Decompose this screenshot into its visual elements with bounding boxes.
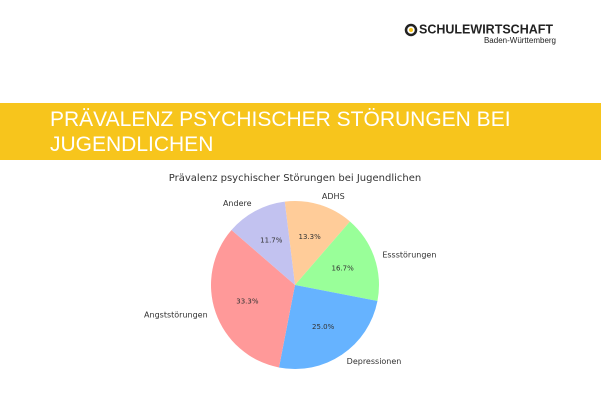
category-label: ADHS [322, 192, 345, 201]
pie-slice [278, 285, 378, 369]
pie-slice [231, 201, 295, 285]
category-label: Angststörungen [144, 311, 208, 320]
logo-name: SCHULEWIRTSCHAFT [419, 22, 553, 36]
title-band [0, 103, 601, 160]
pie-slice [211, 230, 295, 368]
value-label: 11.7% [260, 237, 283, 245]
value-label: 13.3% [299, 233, 322, 241]
logo-icon-dot [409, 28, 413, 32]
category-label: Andere [223, 199, 252, 208]
category-label: Essstörungen [382, 250, 436, 259]
pie-slice [284, 201, 350, 285]
value-label: 16.7% [332, 265, 355, 273]
logo: SCHULEWIRTSCHAFT Baden-Württemberg [404, 22, 556, 45]
logo-region: Baden-Württemberg [484, 36, 556, 45]
category-label: Depressionen [347, 357, 402, 366]
value-label: 33.3% [236, 297, 259, 305]
pie-slice [295, 221, 379, 302]
chart-title: Prävalenz psychischer Störungen bei Juge… [169, 173, 421, 184]
logo-icon [404, 23, 418, 37]
value-label: 25.0% [312, 323, 335, 331]
slide-title: PRÄVALENZ PSYCHISCHER STÖRUNGEN BEI JUGE… [50, 108, 511, 156]
